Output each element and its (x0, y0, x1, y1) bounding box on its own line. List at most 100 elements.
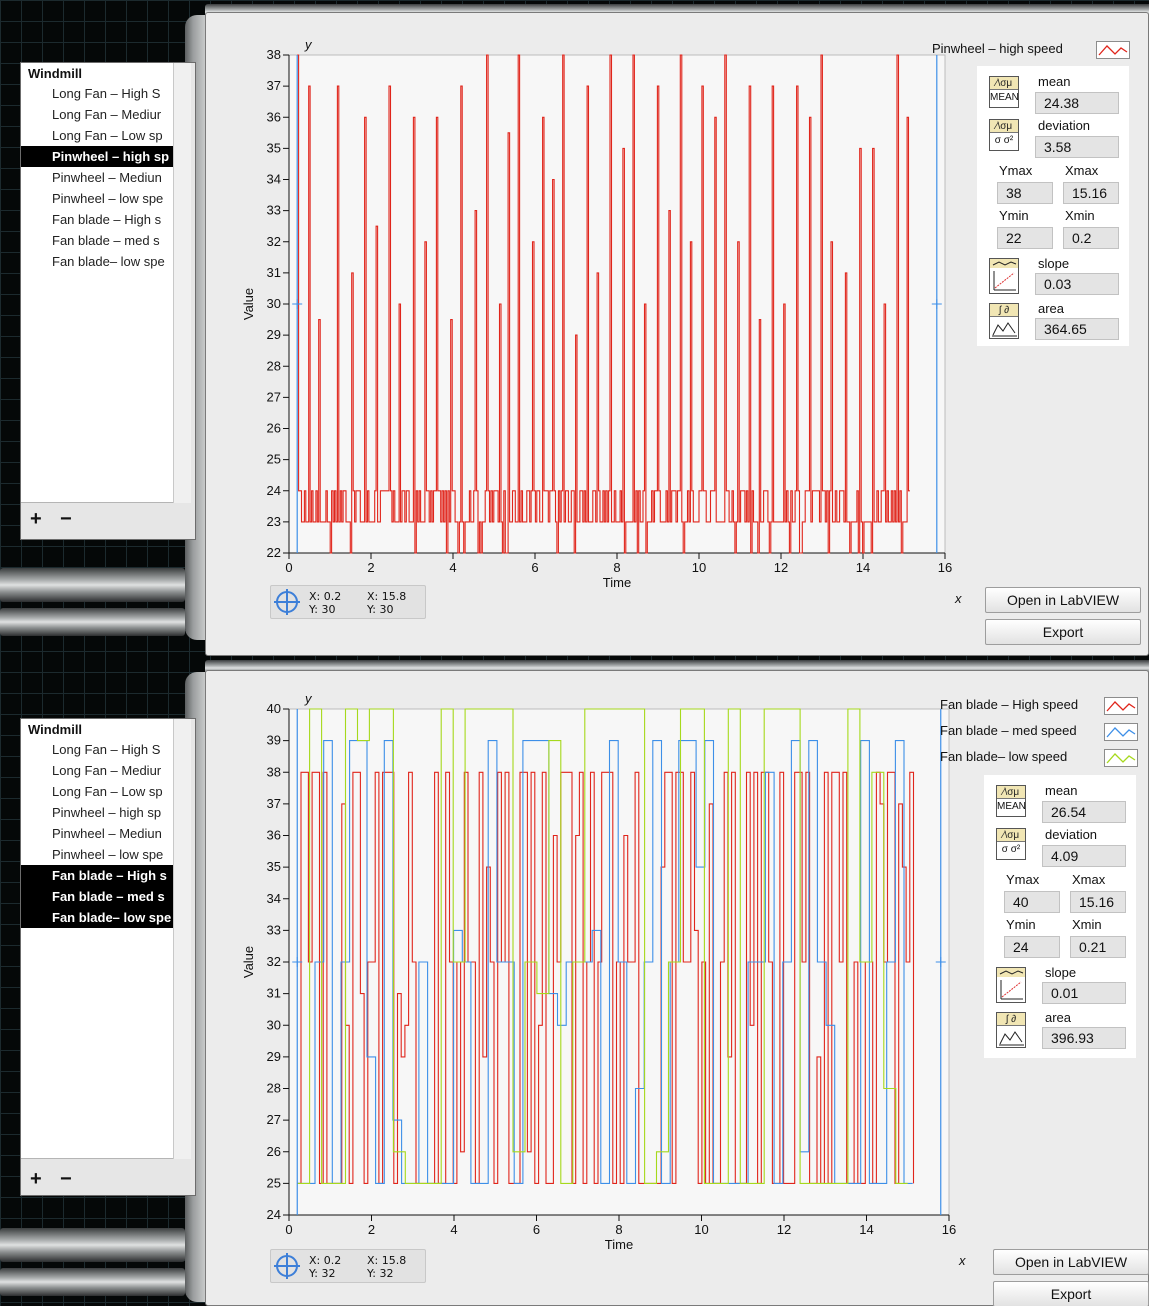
mean-value: 24.38 (1035, 92, 1119, 114)
legend-line-icon[interactable] (1096, 41, 1130, 59)
list-item[interactable]: Fan blade – med s (21, 886, 190, 907)
cursor-2-y: Y: 30 (367, 603, 394, 616)
deviation-value: 3.58 (1035, 136, 1119, 158)
slope-value: 0.01 (1042, 982, 1126, 1004)
open-in-labview-button[interactable]: Open in LabVIEW (985, 587, 1141, 613)
deviation-icon: ⁄\σμ σ σ² (989, 119, 1019, 151)
list-scrollbar[interactable] (173, 719, 191, 1159)
y-tick-label: 26 (267, 421, 281, 436)
y-tick-label: 25 (267, 1175, 281, 1190)
list-item[interactable]: Fan blade – High s (21, 865, 190, 886)
xmin-label: Xmin (1065, 208, 1095, 223)
y-axis-title: Value (241, 288, 256, 320)
x-tick-label: 6 (531, 560, 538, 575)
y-tick-label: 28 (267, 1081, 281, 1096)
legend-entry: Fan blade – med speed (940, 723, 1149, 743)
windmill-list-2[interactable]: Windmill Long Fan – High S Long Fan – Med… (21, 719, 191, 1159)
cursor-1-x: X: 0.2 (309, 1254, 342, 1267)
rail-left-top-2 (0, 1228, 185, 1262)
list-item[interactable]: Pinwheel – Mediun (52, 170, 162, 185)
series-line-red (297, 54, 910, 554)
list-item[interactable]: Pinwheel – low spe (52, 191, 164, 206)
y-tick-label: 31 (267, 265, 281, 280)
y-tick-label: 25 (267, 452, 281, 467)
export-button[interactable]: Export (985, 619, 1141, 645)
y-tick-label: 33 (267, 922, 281, 937)
legend-line-icon[interactable] (1104, 697, 1138, 715)
x-axis-name: x (958, 1253, 966, 1268)
y-tick-label: 26 (267, 1144, 281, 1159)
y-tick-label: 24 (267, 483, 281, 498)
list-item[interactable]: Long Fan – Low sp (52, 784, 163, 799)
list-item[interactable]: Long Fan – Low sp (52, 128, 163, 143)
cursor-1-y: Y: 32 (309, 1267, 336, 1280)
xmin-value: 0.21 (1070, 936, 1126, 958)
list-item[interactable]: Long Fan – Mediur (52, 763, 162, 778)
open-in-labview-button[interactable]: Open in LabVIEW (993, 1249, 1149, 1275)
y-tick-label: 27 (267, 389, 281, 404)
cursor-2-x: X: 15.8 (367, 590, 407, 603)
cursor-2-x: X: 15.8 (367, 1254, 407, 1267)
statistics-icon: ⁄\σμ MEAN (996, 785, 1026, 817)
remove-button[interactable]: − (60, 508, 72, 530)
slope-icon (996, 967, 1026, 1003)
xmin-value: 0.2 (1063, 227, 1119, 249)
y-tick-label: 23 (267, 514, 281, 529)
x-tick-label: 0 (285, 1222, 292, 1237)
x-tick-label: 6 (533, 1222, 540, 1237)
list-item[interactable]: Pinwheel – low spe (52, 847, 164, 862)
y-tick-label: 36 (267, 109, 281, 124)
xmax-label: Xmax (1072, 872, 1106, 887)
deviation-label: deviation (1038, 118, 1091, 133)
y-tick-label: 34 (267, 172, 281, 187)
area-label: area (1038, 301, 1065, 316)
list-item[interactable]: Fan blade– low spe (52, 254, 165, 269)
slope-icon (989, 258, 1019, 294)
remove-button[interactable]: − (60, 1168, 72, 1190)
y-tick-label: 24 (267, 1207, 281, 1222)
list-item[interactable]: Long Fan – High S (52, 86, 161, 101)
deviation-value: 4.09 (1042, 845, 1126, 867)
list-title: Windmill (28, 66, 83, 81)
legend-line-icon[interactable] (1104, 749, 1138, 767)
add-button[interactable]: + (30, 1168, 42, 1190)
legend-line-icon[interactable] (1104, 723, 1138, 741)
list-item[interactable]: Fan blade – High s (52, 212, 162, 227)
list-scrollbar[interactable] (173, 63, 191, 503)
slope-label: slope (1045, 965, 1077, 980)
add-button[interactable]: + (30, 508, 42, 530)
deviation-label: deviation (1045, 827, 1098, 842)
y-tick-label: 32 (267, 954, 281, 969)
list-item[interactable]: Long Fan – High S (52, 742, 161, 757)
y-tick-label: 31 (267, 986, 281, 1001)
ymax-value: 38 (997, 182, 1053, 204)
area-label: area (1045, 1010, 1072, 1025)
x-axis-title: Time (603, 575, 631, 590)
y-tick-label: 40 (267, 701, 281, 716)
legend-label: Pinwheel – high speed (932, 41, 1063, 56)
list-item[interactable]: Fan blade – med s (52, 233, 160, 248)
mean-label: mean (1045, 783, 1078, 798)
list-title: Windmill (28, 722, 83, 737)
list-item[interactable]: Fan blade– low spe (21, 907, 190, 928)
x-tick-label: 12 (774, 560, 788, 575)
cursor-legend-1: X: 0.2 Y: 30 X: 15.8 Y: 30 (270, 585, 426, 619)
windmill-list-1[interactable]: Windmill Long Fan – High S Long Fan – Med… (21, 63, 191, 503)
y-tick-label: 38 (267, 764, 281, 779)
legend-entry: Fan blade– low speed (940, 749, 1149, 769)
y-tick-label: 28 (267, 358, 281, 373)
list-item[interactable]: Pinwheel – Mediun (52, 826, 162, 841)
y-tick-label: 35 (267, 140, 281, 155)
list-item[interactable]: Pinwheel – high sp (21, 146, 190, 167)
x-axis-title: Time (605, 1237, 633, 1252)
ymin-label: Ymin (999, 208, 1029, 223)
y-tick-label: 39 (267, 733, 281, 748)
list-item[interactable]: Long Fan – Mediur (52, 107, 162, 122)
export-button[interactable]: Export (993, 1281, 1149, 1306)
list-item[interactable]: Pinwheel – high sp (52, 805, 162, 820)
x-tick-label: 16 (942, 1222, 956, 1237)
x-tick-label: 16 (938, 560, 952, 575)
y-tick-label: 29 (267, 327, 281, 342)
